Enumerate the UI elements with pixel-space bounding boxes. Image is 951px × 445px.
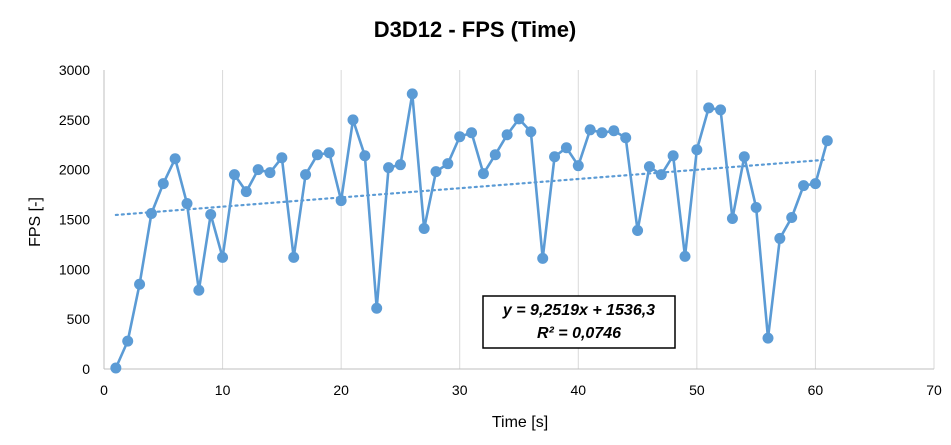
y-tick-label: 500 bbox=[67, 311, 91, 327]
data-point bbox=[205, 209, 217, 221]
data-point bbox=[335, 195, 347, 207]
axes bbox=[103, 70, 934, 370]
data-point bbox=[643, 161, 655, 173]
x-tick-label: 40 bbox=[570, 382, 586, 398]
y-tick-label: 3000 bbox=[59, 62, 90, 78]
data-point bbox=[596, 127, 608, 139]
data-point bbox=[228, 169, 240, 181]
data-point bbox=[762, 332, 774, 344]
data-point bbox=[608, 125, 620, 137]
data-point bbox=[821, 135, 833, 147]
data-point bbox=[655, 169, 667, 181]
data-point bbox=[691, 144, 703, 156]
data-point bbox=[110, 362, 122, 374]
equation-box-border bbox=[482, 295, 676, 349]
data-point bbox=[169, 153, 181, 165]
data-point bbox=[288, 251, 300, 263]
trendline-r-squared: R² = 0,0746 bbox=[537, 325, 621, 342]
y-tick-label: 1500 bbox=[59, 212, 90, 228]
data-point bbox=[134, 278, 146, 290]
data-point bbox=[798, 180, 810, 192]
x-tick-label: 10 bbox=[215, 382, 231, 398]
data-point bbox=[359, 150, 371, 162]
data-point bbox=[276, 152, 288, 164]
data-point bbox=[786, 212, 798, 224]
data-point bbox=[181, 198, 193, 210]
data-point bbox=[442, 158, 454, 170]
data-point bbox=[430, 166, 442, 178]
data-point bbox=[122, 335, 134, 347]
data-point bbox=[323, 147, 335, 159]
x-tick-label: 70 bbox=[926, 382, 942, 398]
data-point bbox=[560, 142, 572, 154]
data-point bbox=[537, 252, 549, 264]
y-tick-label: 0 bbox=[82, 361, 90, 377]
x-tick-label: 20 bbox=[333, 382, 349, 398]
data-point bbox=[477, 168, 489, 180]
data-point bbox=[513, 113, 525, 125]
data-point bbox=[774, 232, 786, 244]
data-point bbox=[726, 213, 738, 225]
data-point bbox=[383, 162, 395, 174]
data-point bbox=[809, 178, 821, 190]
data-point bbox=[193, 284, 205, 296]
x-tick-label: 60 bbox=[808, 382, 824, 398]
x-tick-label: 0 bbox=[100, 382, 108, 398]
y-tick-label: 2000 bbox=[59, 162, 90, 178]
y-axis-label: FPS [-] bbox=[27, 197, 44, 247]
trendline bbox=[114, 158, 829, 217]
series-group bbox=[110, 88, 833, 374]
data-point bbox=[217, 251, 229, 263]
data-point bbox=[632, 224, 644, 236]
data-point bbox=[584, 124, 596, 136]
data-point bbox=[549, 151, 561, 163]
x-axis-label: Time [s] bbox=[492, 414, 548, 431]
data-point bbox=[454, 131, 466, 143]
y-tick-label: 2500 bbox=[59, 112, 90, 128]
data-point bbox=[252, 164, 264, 176]
y-axis-ticks: 0 500 1000 1500 2000 2500 3000 bbox=[59, 62, 90, 377]
trendline-group bbox=[114, 158, 829, 217]
data-point bbox=[715, 104, 727, 116]
x-axis-ticks: 0 10 20 30 40 50 60 70 bbox=[100, 382, 942, 398]
data-point bbox=[311, 149, 323, 161]
data-point bbox=[394, 159, 406, 171]
data-point bbox=[525, 126, 537, 138]
data-point bbox=[466, 127, 478, 139]
data-point bbox=[371, 302, 383, 314]
data-point bbox=[703, 102, 715, 114]
x-tick-label: 30 bbox=[452, 382, 468, 398]
data-point bbox=[418, 222, 430, 234]
data-point bbox=[347, 114, 359, 126]
data-point bbox=[300, 169, 312, 181]
grid-lines bbox=[222, 70, 935, 369]
data-point bbox=[406, 88, 418, 100]
data-point bbox=[489, 149, 501, 161]
data-point bbox=[679, 250, 691, 262]
data-point bbox=[264, 167, 276, 179]
data-point bbox=[620, 132, 632, 144]
data-point bbox=[572, 160, 584, 172]
chart-title: D3D12 - FPS (Time) bbox=[374, 17, 577, 42]
data-point bbox=[157, 178, 169, 190]
trendline-equation-box: y = 9,2519x + 1536,3 R² = 0,0746 bbox=[482, 295, 676, 349]
data-point bbox=[750, 202, 762, 214]
data-point bbox=[738, 151, 750, 163]
data-point bbox=[501, 129, 513, 141]
data-point bbox=[667, 150, 679, 162]
trendline-equation: y = 9,2519x + 1536,3 bbox=[502, 302, 655, 319]
x-tick-label: 50 bbox=[689, 382, 705, 398]
y-tick-label: 1000 bbox=[59, 261, 90, 277]
data-point bbox=[145, 208, 157, 220]
data-point bbox=[240, 186, 252, 198]
